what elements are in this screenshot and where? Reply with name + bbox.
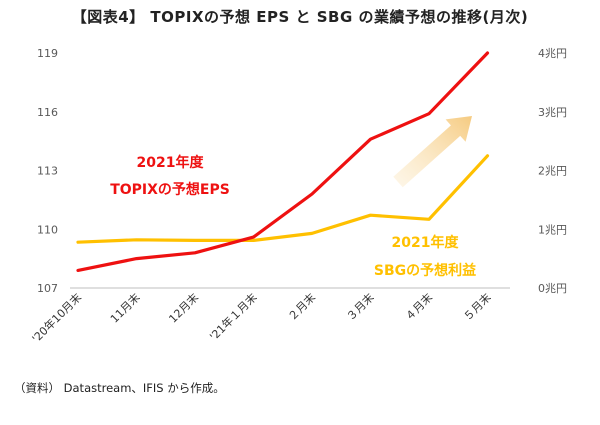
x-axis-tick-label: ２月末	[285, 290, 318, 323]
right-axis-tick-label: 3兆円	[538, 106, 567, 119]
right-axis-tick-label: 2兆円	[538, 165, 567, 178]
chart-title: 【図表4】 TOPIXの予想 EPS と SBG の業績予想の推移(月次)	[71, 8, 529, 26]
sbg-series-label-line2: SBGの予想利益	[374, 262, 476, 279]
sbg-series-label-line1: 2021年度	[392, 234, 460, 251]
x-axis-tick-label: '21年１月末	[207, 290, 260, 343]
left-axis-tick-label: 113	[37, 165, 58, 178]
right-axis-tick-label: 4兆円	[538, 47, 567, 60]
x-axis-tick-label: 12月末	[166, 290, 201, 325]
topix-eps-line	[76, 51, 490, 272]
right-axis-tick-label: 1兆円	[538, 223, 567, 236]
x-axis-tick-label: 11月末	[107, 290, 142, 325]
left-axis-tick-label: 119	[37, 47, 58, 60]
x-axis-tick-label: ５月末	[460, 290, 493, 323]
topix-series-label-line2: TOPIXの予想EPS	[110, 181, 230, 198]
trend-arrow-icon	[393, 116, 472, 188]
source-note: （資料） Datastream、IFIS から作成。	[14, 381, 225, 395]
topix-series-label-line1: 2021年度	[137, 154, 205, 171]
x-axis-tick-label: ３月末	[343, 290, 376, 323]
left-axis-tick-label: 110	[37, 223, 58, 236]
x-axis-tick-label: ４月末	[402, 290, 435, 323]
sbg-profit-line	[76, 154, 490, 244]
left-axis-tick-label: 107	[37, 282, 58, 295]
left-axis-tick-label: 116	[37, 106, 58, 119]
x-axis-tick-label: '20年10月末	[29, 290, 84, 345]
right-axis-tick-label: 0兆円	[538, 282, 567, 295]
